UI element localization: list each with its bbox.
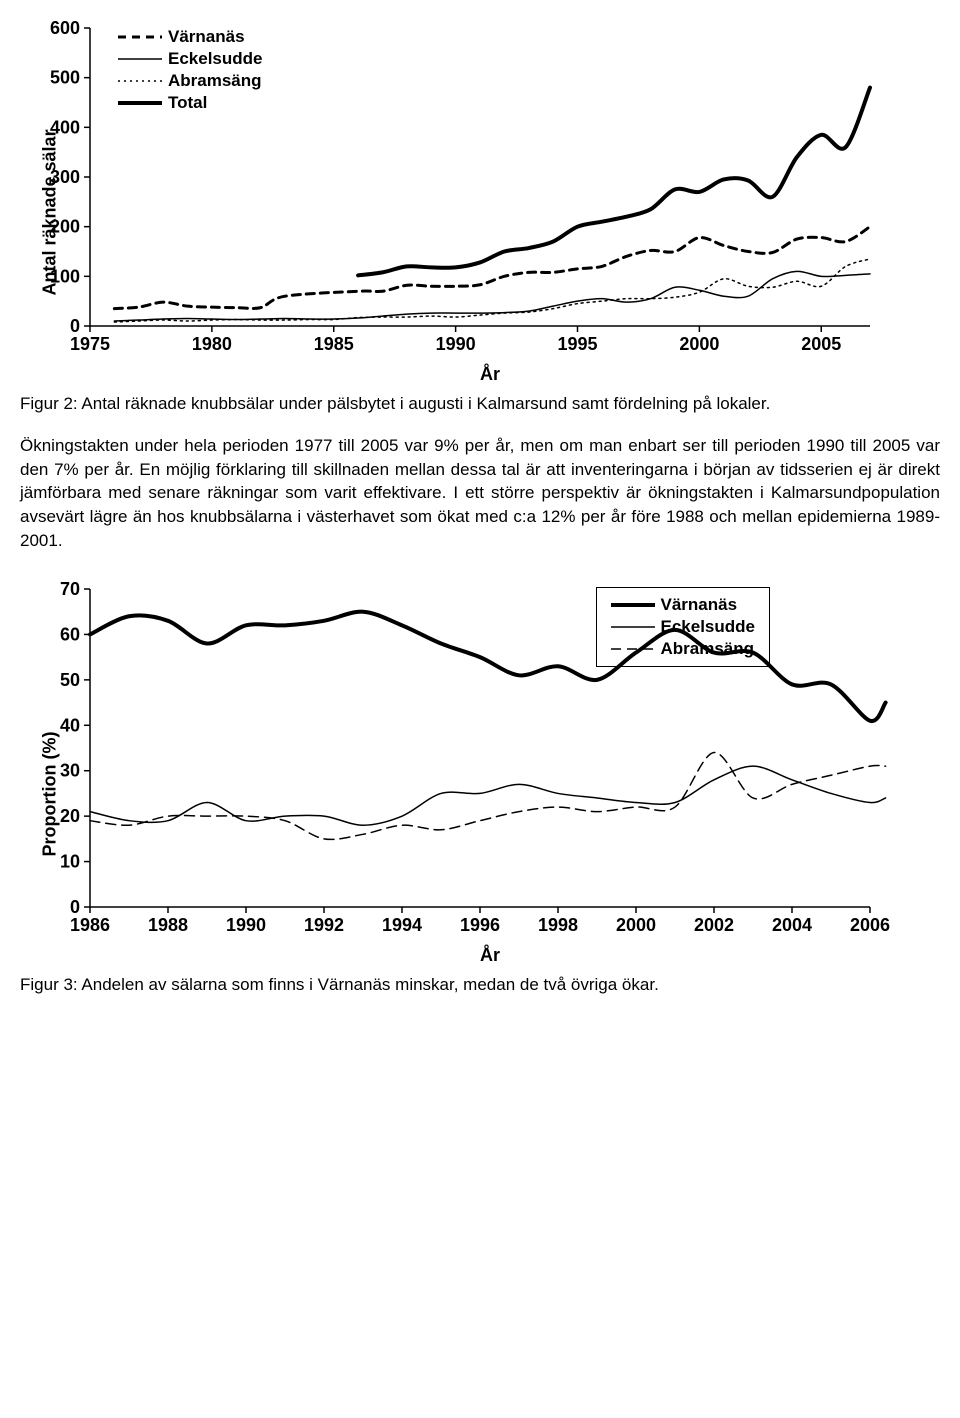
legend-swatch (611, 594, 655, 616)
chart2-ylabel: Proportion (%) (40, 696, 61, 856)
svg-text:50: 50 (60, 670, 80, 690)
svg-text:0: 0 (70, 316, 80, 336)
legend-swatch (118, 26, 162, 48)
legend-label: Abramsäng (168, 71, 262, 91)
svg-text:20: 20 (60, 806, 80, 826)
legend-swatch (611, 638, 655, 660)
chart-proportion: Proportion (%) 0 10 20 30 40 50 60 70 1986 1988 19… (20, 581, 900, 963)
svg-text:2000: 2000 (679, 334, 719, 354)
svg-text:1994: 1994 (382, 915, 422, 935)
legend-label: Abramsäng (661, 639, 755, 659)
legend-label: Eckelsudde (168, 49, 263, 69)
svg-text:1986: 1986 (70, 915, 110, 935)
chart2-xlabel: År (80, 945, 900, 966)
chart1-legend: Värnanäs Eckelsudde Abramsäng Total (118, 26, 263, 114)
svg-text:0: 0 (70, 897, 80, 917)
svg-text:1990: 1990 (436, 334, 476, 354)
legend-item-abramsang: Abramsäng (611, 638, 756, 660)
legend-label: Värnanäs (168, 27, 245, 47)
legend-label: Eckelsudde (661, 617, 756, 637)
legend-item-eckelsudde: Eckelsudde (118, 48, 263, 70)
svg-text:1990: 1990 (226, 915, 266, 935)
svg-text:1992: 1992 (304, 915, 344, 935)
legend-item-abramsang: Abramsäng (118, 70, 263, 92)
svg-text:1980: 1980 (192, 334, 232, 354)
chart2-legend: Värnanäs Eckelsudde Abramsäng (596, 587, 771, 667)
svg-text:1998: 1998 (538, 915, 578, 935)
svg-text:2004: 2004 (772, 915, 812, 935)
legend-item-eckelsudde: Eckelsudde (611, 616, 756, 638)
svg-text:2005: 2005 (801, 334, 841, 354)
svg-text:1975: 1975 (70, 334, 110, 354)
svg-text:600: 600 (50, 20, 80, 38)
legend-item-varnanas: Värnanäs (611, 594, 756, 616)
body-paragraph: Ökningstakten under hela perioden 1977 t… (20, 434, 940, 553)
svg-text:30: 30 (60, 760, 80, 780)
legend-swatch (118, 92, 162, 114)
chart1-ylabel: Antal räknade sälar (40, 96, 61, 296)
legend-swatch (118, 70, 162, 92)
svg-text:2000: 2000 (616, 915, 656, 935)
svg-text:70: 70 (60, 581, 80, 599)
figure3-caption: Figur 3: Andelen av sälarna som finns i … (20, 973, 940, 997)
legend-label: Total (168, 93, 207, 113)
legend-item-varnanas: Värnanäs (118, 26, 263, 48)
chart1-xlabel: År (80, 364, 900, 385)
svg-text:1988: 1988 (148, 915, 188, 935)
svg-text:60: 60 (60, 624, 80, 644)
legend-swatch (118, 48, 162, 70)
chart-antal-raknade-salar: Antal räknade sälar 01002003004005006001… (20, 20, 900, 382)
svg-text:40: 40 (60, 715, 80, 735)
svg-text:10: 10 (60, 851, 80, 871)
legend-swatch (611, 616, 655, 638)
svg-text:1996: 1996 (460, 915, 500, 935)
svg-text:2002: 2002 (694, 915, 734, 935)
svg-text:1985: 1985 (314, 334, 354, 354)
legend-item-total: Total (118, 92, 263, 114)
svg-text:1995: 1995 (557, 334, 597, 354)
svg-text:2006: 2006 (850, 915, 890, 935)
svg-text:500: 500 (50, 68, 80, 88)
legend-label: Värnanäs (661, 595, 738, 615)
figure2-caption: Figur 2: Antal räknade knubbsälar under … (20, 392, 940, 416)
